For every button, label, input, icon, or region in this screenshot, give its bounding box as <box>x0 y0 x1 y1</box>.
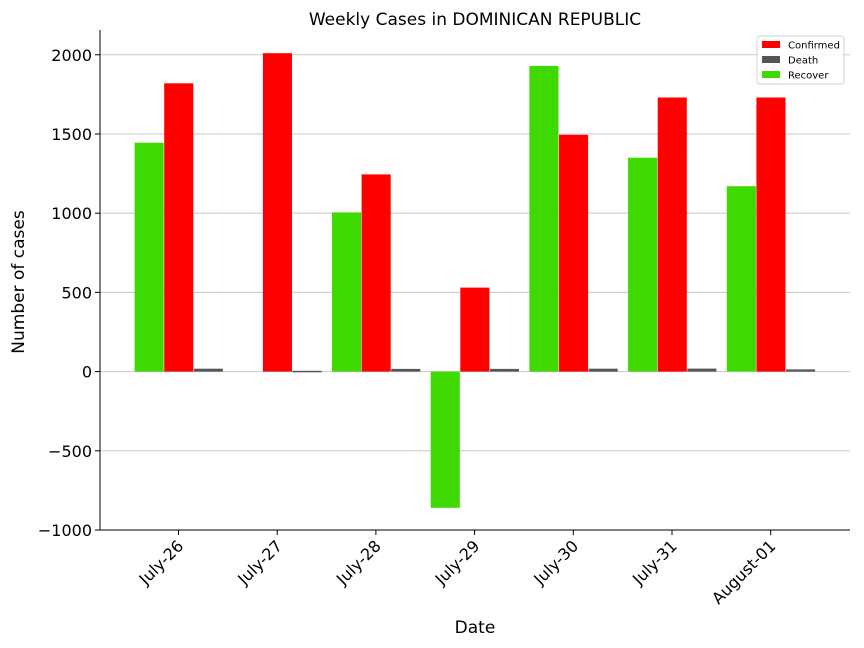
bar-recover-july-26 <box>134 142 164 372</box>
x-tick-label: July-28 <box>332 536 385 589</box>
bar-confirmed-july-27 <box>262 53 292 372</box>
y-tick-label: 0 <box>82 363 92 382</box>
legend-label-death: Death <box>788 56 818 67</box>
x-tick-label: July-30 <box>529 536 582 589</box>
y-tick-label: 2000 <box>51 46 92 65</box>
bar-confirmed-july-26 <box>164 83 194 372</box>
y-tick-label: 500 <box>61 283 92 302</box>
bar-death-july-27 <box>292 370 322 373</box>
bar-death-july-29 <box>489 368 519 372</box>
bar-death-july-30 <box>588 368 618 372</box>
bar-confirmed-july-28 <box>361 174 391 372</box>
bar-death-july-26 <box>193 368 223 372</box>
bar-confirmed-august-01 <box>756 97 786 372</box>
y-axis-label: Number of cases <box>9 210 29 354</box>
legend-swatch-death <box>762 56 780 63</box>
legend-label-confirmed: Confirmed <box>788 41 840 52</box>
x-tick-label: July-31 <box>628 536 681 589</box>
y-tick-label: −500 <box>48 442 92 461</box>
bar-recover-july-29 <box>430 371 460 508</box>
bar-confirmed-july-30 <box>559 134 589 372</box>
x-ticks: July-26 July-27 July-28 July-29 July-30 July-… <box>135 530 780 608</box>
legend-label-recover: Recover <box>788 71 829 82</box>
y-tick-label: 1000 <box>51 204 92 223</box>
chart-title: Weekly Cases in DOMINICAN REPUBLIC <box>309 10 641 30</box>
bar-confirmed-july-31 <box>657 97 687 372</box>
bar-confirmed-july-29 <box>460 287 490 372</box>
bar-recover-august-01 <box>726 186 756 372</box>
legend: Confirmed Death Recover <box>756 35 845 85</box>
x-tick-label: July-29 <box>431 536 484 589</box>
bar-recover-july-30 <box>529 65 559 372</box>
y-ticks: −1000 −500 0 500 1000 1500 2000 <box>38 46 100 540</box>
x-axis-label: Date <box>455 618 496 638</box>
legend-swatch-confirmed <box>762 41 780 48</box>
bar-death-august-01 <box>786 369 816 372</box>
bar-death-july-28 <box>391 368 421 372</box>
bars <box>134 53 816 508</box>
y-tick-label: 1500 <box>51 125 92 144</box>
bar-recover-july-28 <box>332 212 362 372</box>
bar-recover-july-31 <box>628 157 658 372</box>
y-tick-label: −1000 <box>38 521 92 540</box>
x-tick-label: August-01 <box>708 536 780 608</box>
x-tick-label: July-27 <box>233 536 286 589</box>
x-tick-label: July-26 <box>135 536 188 589</box>
bar-death-july-31 <box>687 368 717 372</box>
legend-swatch-recover <box>762 71 780 78</box>
